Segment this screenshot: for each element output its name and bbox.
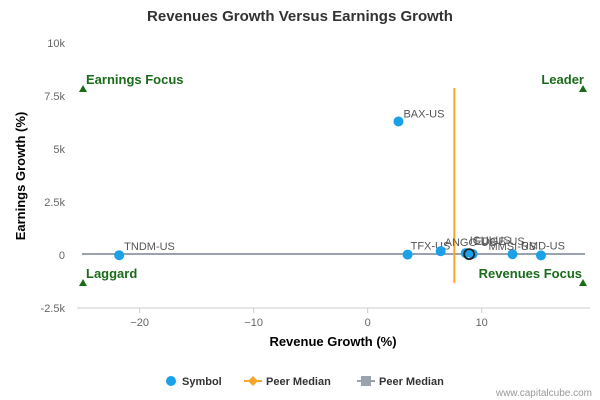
data-point <box>507 249 518 260</box>
chart-title: Revenues Growth Versus Earnings Growth <box>147 8 453 25</box>
y-tick-label: 10k <box>47 38 65 50</box>
x-tick-label: 10 <box>476 317 488 329</box>
y-tick-label: 2.5k <box>44 197 65 209</box>
data-point <box>402 249 413 260</box>
legend-label: Symbol <box>182 376 222 388</box>
legend-diamond-marker <box>248 376 258 386</box>
quadrant-revenues-focus: Revenues Focus <box>479 266 582 281</box>
y-tick-label: 7.5k <box>44 91 65 103</box>
legend-label: Peer Median <box>266 376 331 388</box>
x-axis-label: Revenue Growth (%) <box>269 334 396 349</box>
x-tick-label: 0 <box>365 317 371 329</box>
triangle-marker <box>579 279 587 286</box>
x-axis: −20 −10 0 10 <box>130 308 488 329</box>
y-tick-label: 5k <box>53 144 65 156</box>
legend-square-marker <box>361 376 371 386</box>
data-point-label: EDGE-US <box>475 236 525 248</box>
data-point <box>535 250 546 261</box>
data-point-label: ANGO-US <box>445 237 496 249</box>
data-point-label: MMSI-US <box>488 241 536 253</box>
legend: Symbol Peer Median Peer Median <box>166 376 444 388</box>
quadrant-labels: Earnings Focus Leader Laggard Revenues Focu… <box>79 72 587 286</box>
data-point-label: BAX-US <box>403 108 444 120</box>
peer-median-lines <box>82 88 585 283</box>
legend-label: Peer Median <box>379 376 444 388</box>
data-point <box>435 246 446 257</box>
triangle-marker <box>579 85 587 92</box>
data-point-label: TNDM-US <box>124 241 175 253</box>
highlighted-point-marker <box>463 248 476 261</box>
y-axis: 10k 7.5k 5k 2.5k 0 -2.5k <box>41 38 66 315</box>
quadrant-laggard: Laggard <box>86 266 137 281</box>
credit-text: www.capitalcube.com <box>495 388 592 399</box>
x-tick-label: −20 <box>130 317 149 329</box>
x-tick-label: −10 <box>244 317 263 329</box>
data-point-label: RMD-US <box>521 240 565 252</box>
y-tick-label: -2.5k <box>41 303 66 315</box>
y-tick-label: 0 <box>59 250 65 262</box>
triangle-marker <box>79 279 87 286</box>
data-point <box>467 248 478 259</box>
quadrant-leader: Leader <box>541 72 584 87</box>
quadrant-earnings-focus: Earnings Focus <box>86 72 184 87</box>
triangle-marker <box>79 85 87 92</box>
y-axis-label: Earnings Growth (%) <box>13 112 28 241</box>
data-point-label: ICUI-US <box>470 235 511 247</box>
data-point <box>393 116 404 127</box>
legend-symbol-marker <box>166 376 176 386</box>
data-point <box>114 250 125 261</box>
